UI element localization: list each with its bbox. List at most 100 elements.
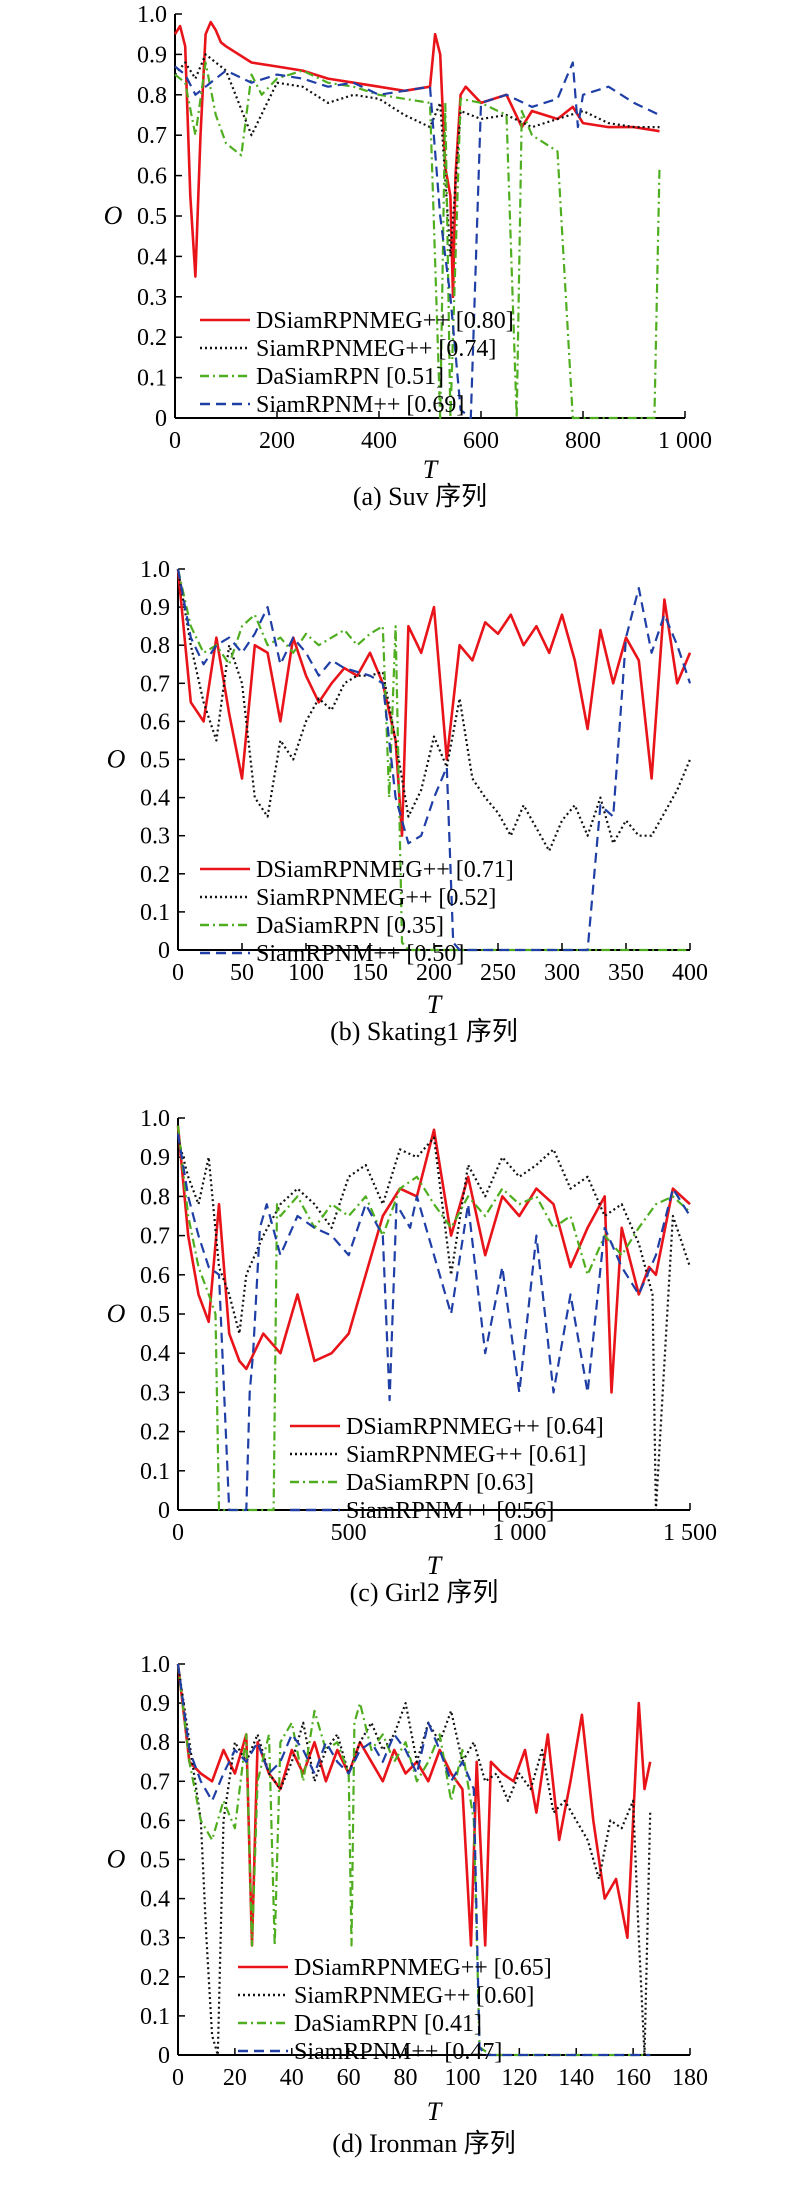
y-tick-label: 0.1	[140, 900, 170, 926]
x-tick-label: 120	[501, 2065, 537, 2091]
chart-panel-b: 0 0.1 0.2 0.3 0.4 0.5 0.6 0.7 0.8 0.9 1.0 0 50 100 150…	[0, 547, 800, 1094]
y-tick-label: 0.4	[140, 1887, 170, 1913]
y-tick-label: 0.3	[140, 824, 170, 850]
y-tick-label: 0.3	[137, 285, 167, 311]
legend-label: SiamRPNMEG++ [0.60]	[294, 1983, 534, 2009]
x-tick-label: 600	[463, 428, 499, 454]
series-line-2	[174, 61, 661, 420]
legend-label: SiamRPNM++ [0.47]	[294, 2039, 502, 2065]
x-tick-label: 100	[444, 2065, 480, 2091]
y-axis-label: O	[104, 201, 123, 230]
y-axis-label: O	[107, 1845, 126, 1874]
x-tick-label: 200	[259, 428, 295, 454]
x-tick-label: 20	[223, 2065, 247, 2091]
legend-label: SiamRPNMEG++ [0.52]	[256, 885, 496, 911]
series-line-3	[176, 1663, 651, 2057]
y-tick-label: 0.8	[140, 1730, 170, 1756]
legend-label: SiamRPNM++ [0.50]	[256, 941, 464, 967]
y-tick-label: 0	[158, 938, 170, 964]
y-tick-label: 0.6	[140, 1808, 170, 1834]
legend-label: DSiamRPNMEG++ [0.64]	[346, 1414, 604, 1440]
y-tick-label: 0.2	[140, 1420, 170, 1446]
x-tick-label: 40	[280, 2065, 304, 2091]
y-tick-label: 1.0	[140, 1652, 170, 1678]
y-tick-label: 0.4	[137, 244, 167, 270]
y-tick-label: 0.8	[137, 83, 167, 109]
legend-label: DaSiamRPN [0.41]	[294, 2011, 482, 2037]
legend: DSiamRPNMEG++ [0.64]SiamRPNMEG++ [0.61]D…	[290, 1414, 604, 1524]
y-tick-label: 0.6	[140, 709, 170, 735]
x-tick-label: 250	[480, 960, 516, 986]
x-tick-label: 60	[337, 2065, 361, 2091]
legend-label: DSiamRPNMEG++ [0.65]	[294, 1955, 552, 1981]
y-tick-label: 0	[155, 406, 167, 432]
legend-label: DSiamRPNMEG++ [0.71]	[256, 857, 514, 883]
chart-skating1: 0 0.1 0.2 0.3 0.4 0.5 0.6 0.7 0.8 0.9 1.0 0 50 100 150…	[107, 557, 708, 1046]
series-line-0	[176, 568, 692, 838]
y-tick-label: 0.7	[137, 123, 167, 149]
y-tick-label: 0.2	[140, 1965, 170, 1991]
chart-caption: (a) Suv 序列	[353, 482, 487, 511]
legend: DSiamRPNMEG++ [0.71]SiamRPNMEG++ [0.52]D…	[200, 857, 514, 967]
y-tick-label: 0.9	[140, 1691, 170, 1717]
series-line-0	[173, 20, 660, 299]
y-tick-label: 0.8	[140, 1184, 170, 1210]
y-tick-label: 0.5	[140, 1302, 170, 1328]
y-tick-label: 0.5	[140, 748, 170, 774]
y-tick-label: 0	[158, 2043, 170, 2069]
x-tick-label: 160	[615, 2065, 651, 2091]
x-tick-label: 300	[544, 960, 580, 986]
y-tick-label: 0.6	[137, 164, 167, 190]
x-tick-label: 50	[230, 960, 254, 986]
chart-panel-a: 0 0.1 0.2 0.3 0.4 0.5 0.6 0.7 0.8 0.9 1.0 0 200 400 60…	[0, 0, 800, 547]
y-tick-label: 0.9	[140, 1145, 170, 1171]
legend-label: DaSiamRPN [0.63]	[346, 1470, 534, 1496]
y-tick-label: 0.9	[137, 42, 167, 68]
chart-panel-c: 0 0.1 0.2 0.3 0.4 0.5 0.6 0.7 0.8 0.9 1.0 0 500 1 000…	[0, 1094, 800, 1641]
y-tick-label: 1.0	[140, 557, 170, 583]
chart-caption: (b) Skating1 序列	[330, 1017, 518, 1046]
y-tick-label: 0	[158, 1498, 170, 1524]
series-line-0	[176, 1125, 691, 1394]
y-tick-label: 0.2	[137, 325, 167, 351]
x-tick-label: 0	[169, 428, 181, 454]
x-tick-label: 80	[394, 2065, 418, 2091]
y-tick-label: 0.3	[140, 1380, 170, 1406]
y-tick-label: 0.7	[140, 1224, 170, 1250]
series-line-1	[174, 53, 660, 258]
y-tick-label: 0.7	[140, 1769, 170, 1795]
legend-label: SiamRPNM++ [0.56]	[346, 1498, 554, 1524]
x-tick-label: 1 000	[492, 1520, 546, 1546]
series-line-3	[174, 61, 660, 420]
x-axis-label: T	[427, 2097, 443, 2126]
x-tick-label: 100	[288, 960, 324, 986]
x-tick-label: 400	[672, 960, 708, 986]
x-tick-label: 800	[565, 428, 601, 454]
x-tick-label: 150	[352, 960, 388, 986]
y-tick-label: 0.6	[140, 1263, 170, 1289]
y-tick-label: 0.9	[140, 595, 170, 621]
y-tick-label: 0.1	[137, 366, 167, 392]
y-tick-label: 1.0	[137, 2, 167, 28]
y-axis-label: O	[107, 745, 126, 774]
series-line-3	[176, 568, 692, 952]
y-tick-label: 0.4	[140, 786, 170, 812]
y-tick-label: 0.1	[140, 1459, 170, 1485]
y-tick-label: 0.4	[140, 1341, 170, 1367]
y-tick-label: 0.8	[140, 633, 170, 659]
x-tick-label: 400	[361, 428, 397, 454]
chart-caption: (c) Girl2 序列	[350, 1578, 499, 1607]
series-line-1	[176, 1663, 652, 2057]
y-tick-label: 1.0	[140, 1106, 170, 1132]
x-tick-label: 140	[558, 2065, 594, 2091]
legend-label: DaSiamRPN [0.51]	[256, 364, 444, 390]
y-tick-label: 0.5	[140, 1848, 170, 1874]
x-tick-label: 0	[172, 960, 184, 986]
series-line-0	[176, 1663, 652, 1947]
x-tick-label: 0	[172, 1520, 184, 1546]
x-axis-label: T	[427, 1551, 443, 1580]
x-tick-label: 180	[672, 2065, 708, 2091]
chart-caption: (d) Ironman 序列	[332, 2129, 515, 2158]
y-tick-label: 0.2	[140, 862, 170, 888]
series-line-1	[176, 568, 692, 852]
